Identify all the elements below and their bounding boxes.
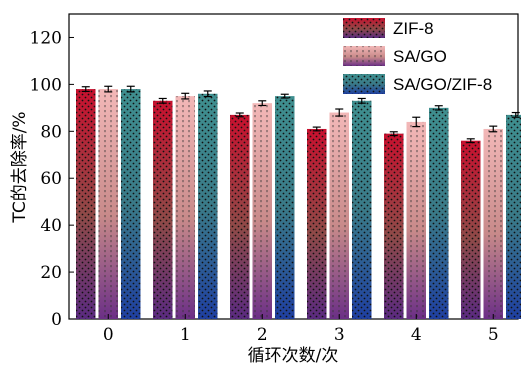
y-tick-label: 20 [40, 263, 62, 283]
bar-pattern [429, 107, 449, 319]
legend: ZIF-8 SA/GO SA/GO/ZIF-8 [343, 18, 492, 94]
x-axis: 0 1 2 3 4 5 [103, 314, 499, 345]
bar-pattern [230, 114, 250, 319]
bar-pattern [175, 96, 195, 319]
x-axis-title: 循环次数/次 [248, 346, 339, 366]
bar-pattern [252, 103, 272, 320]
x-tick-label: 3 [334, 325, 345, 345]
y-tick-label: 40 [40, 216, 62, 236]
legend-label: SA/GO [393, 47, 447, 66]
legend-label: ZIF-8 [393, 19, 434, 38]
bar-pattern [198, 93, 218, 320]
legend-swatch-pattern [343, 18, 385, 38]
legend-swatch-pattern [343, 46, 385, 66]
y-tick-label: 0 [51, 310, 62, 330]
legend-label: SA/GO/ZIF-8 [393, 75, 492, 94]
error-bars-layer [81, 85, 520, 144]
bar-pattern [461, 140, 481, 319]
bar-pattern [483, 128, 503, 319]
x-tick-label: 5 [488, 325, 499, 345]
y-tick-label: 80 [40, 122, 62, 142]
bar-pattern [352, 100, 372, 319]
bars-layer [76, 89, 521, 320]
bar-pattern [406, 121, 426, 319]
bar-pattern [121, 89, 141, 319]
bar-pattern [506, 114, 521, 319]
bar-pattern [329, 112, 349, 320]
bar-pattern [384, 133, 404, 319]
bar-pattern [275, 96, 295, 319]
bar-pattern [76, 89, 96, 319]
bar-pattern [307, 128, 327, 319]
y-tick-label: 60 [40, 169, 62, 189]
legend-swatch-pattern [343, 74, 385, 94]
x-tick-label: 4 [411, 325, 422, 345]
y-tick-label: 100 [30, 75, 62, 95]
y-axis-title: TC的去除率/% [10, 111, 30, 223]
x-tick-label: 0 [103, 325, 114, 345]
bar-pattern [153, 100, 173, 319]
y-tick-label: 120 [30, 28, 62, 48]
x-tick-label: 2 [257, 325, 268, 345]
y-axis: 0 20 40 60 80 100 120 [30, 28, 74, 330]
bar-pattern [98, 89, 118, 319]
x-tick-label: 1 [180, 325, 191, 345]
